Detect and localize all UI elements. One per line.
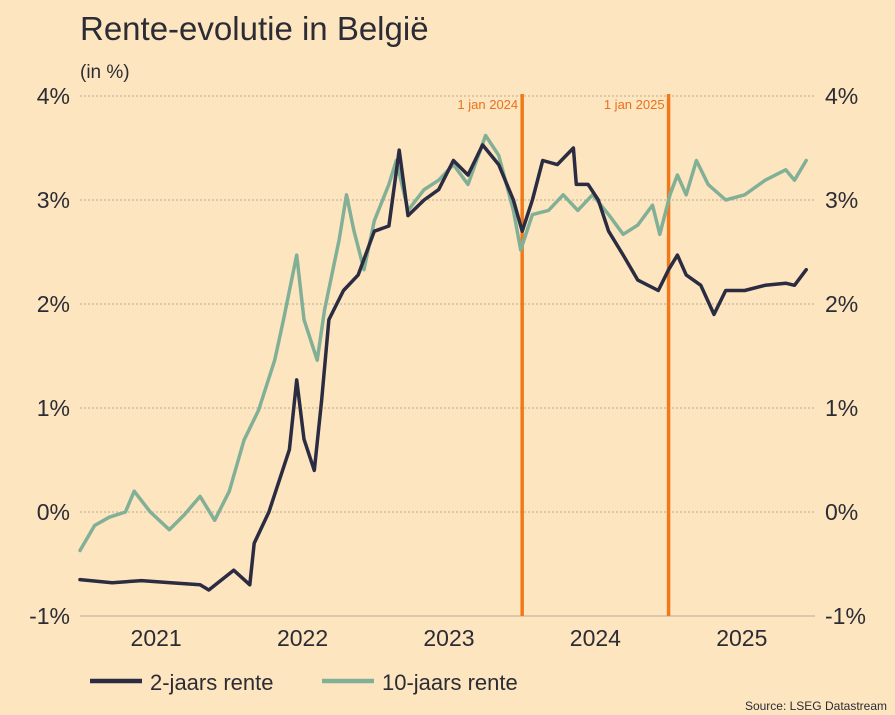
y-axis-left: -1% 0% 1% 2% 3% 4% xyxy=(29,83,70,629)
y-tick-label-right: -1% xyxy=(825,603,866,629)
series-lines xyxy=(78,133,808,592)
legend-label: 2-jaars rente xyxy=(150,670,274,695)
y-tick-label-right: 2% xyxy=(825,291,858,317)
y-tick-label-left: 4% xyxy=(37,83,70,109)
y-tick-label-left: 0% xyxy=(37,499,70,525)
annotations: 1 jan 2024 1 jan 2025 xyxy=(457,94,671,616)
y-tick-label-left: 3% xyxy=(37,187,70,213)
source-note: Source: LSEG Datastream xyxy=(745,699,887,713)
y-tick-label-right: 0% xyxy=(825,499,858,525)
x-tick-label: 2022 xyxy=(277,625,328,651)
x-tick-label: 2023 xyxy=(423,625,474,651)
series-line-2y xyxy=(78,143,808,592)
chart-title: Rente-evolutie in België xyxy=(80,10,429,47)
series-line-10y xyxy=(78,133,808,553)
x-tick-label: 2021 xyxy=(131,625,182,651)
x-tick-label: 2024 xyxy=(570,625,621,651)
legend: 2-jaars rente 10-jaars rente xyxy=(90,670,518,695)
y-tick-label-left: 2% xyxy=(37,291,70,317)
chart-subtitle: (in %) xyxy=(80,62,130,83)
y-tick-label-left: -1% xyxy=(29,603,70,629)
x-axis: 2021 2022 2023 2024 2025 xyxy=(131,625,768,651)
annotation-label: 1 jan 2024 xyxy=(457,97,518,112)
y-axis-right: -1% 0% 1% 2% 3% 4% xyxy=(825,83,866,629)
gridlines xyxy=(80,95,815,617)
y-tick-label-left: 1% xyxy=(37,395,70,421)
legend-label: 10-jaars rente xyxy=(382,670,518,695)
y-tick-label-right: 3% xyxy=(825,187,858,213)
y-tick-label-right: 4% xyxy=(825,83,858,109)
annotation-label: 1 jan 2025 xyxy=(604,97,665,112)
y-tick-label-right: 1% xyxy=(825,395,858,421)
x-tick-label: 2025 xyxy=(716,625,767,651)
